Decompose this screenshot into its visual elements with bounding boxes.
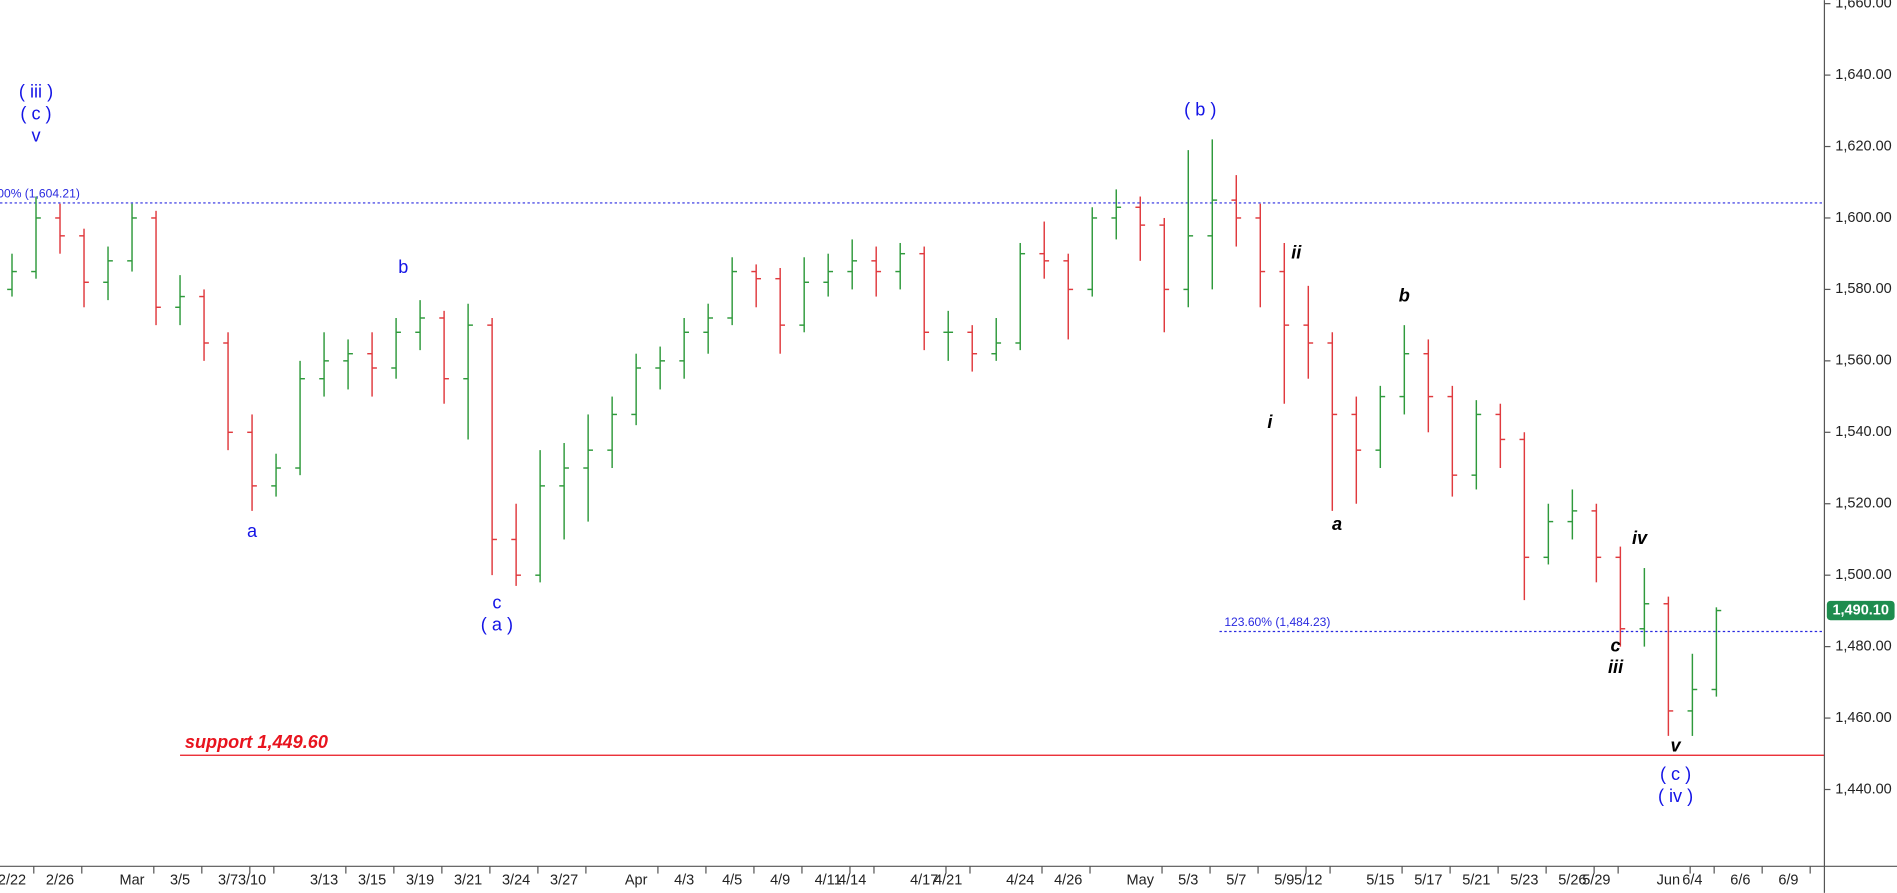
x-tick-label: 4/26 xyxy=(1054,873,1082,889)
support-label: support 1,449.60 xyxy=(185,732,328,752)
wave-label: ( b ) xyxy=(1184,100,1216,120)
y-tick-label: 1,640.00 xyxy=(1835,67,1891,83)
x-tick-label: Apr xyxy=(625,873,648,889)
x-tick-label: 5/15 xyxy=(1366,873,1394,889)
x-tick-label: 6/4 xyxy=(1682,873,1702,889)
y-tick-label: 1,500.00 xyxy=(1835,567,1891,583)
x-tick-label: 5/23 xyxy=(1510,873,1538,889)
y-tick-label: 1,560.00 xyxy=(1835,353,1891,369)
wave-label: a xyxy=(247,521,258,541)
wave-label: v xyxy=(1671,735,1682,755)
x-tick-label: 3/27 xyxy=(550,873,578,889)
x-tick-label: 3/15 xyxy=(358,873,386,889)
y-tick-label: 1,660.00 xyxy=(1835,0,1891,11)
wave-label: v xyxy=(31,125,40,145)
x-tick-label: 3/7 xyxy=(218,873,238,889)
x-tick-label: 3/19 xyxy=(406,873,434,889)
x-tick-label: 2/22 xyxy=(0,873,26,889)
y-tick-label: 1,600.00 xyxy=(1835,210,1891,226)
x-tick-label: 5/9 xyxy=(1274,873,1294,889)
x-tick-label: 4/11 xyxy=(815,873,842,889)
level-label: 100.00% (1,604.21) xyxy=(0,187,80,201)
wave-label: c xyxy=(492,593,501,613)
wave-label: ii xyxy=(1291,242,1302,262)
x-tick-label: Mar xyxy=(120,873,145,889)
y-tick-label: 1,520.00 xyxy=(1835,496,1891,512)
x-tick-label: 3/21 xyxy=(454,873,482,889)
last-price-label: 1,490.10 xyxy=(1832,602,1888,618)
x-tick-label: 5/21 xyxy=(1462,873,1490,889)
y-tick-label: 1,480.00 xyxy=(1835,638,1891,654)
x-tick-label: 3/5 xyxy=(170,873,190,889)
y-tick-label: 1,620.00 xyxy=(1835,138,1891,154)
x-tick-label: May xyxy=(1127,873,1155,889)
y-tick-label: 1,540.00 xyxy=(1835,424,1891,440)
y-tick-label: 1,580.00 xyxy=(1835,281,1891,297)
wave-label: ( a ) xyxy=(481,614,513,634)
wave-label: iv xyxy=(1632,528,1648,548)
level-label: 123.60% (1,484.23) xyxy=(1224,615,1330,629)
x-tick-label: 6/6 xyxy=(1730,873,1750,889)
y-tick-label: 1,460.00 xyxy=(1835,710,1891,726)
x-tick-label: 4/3 xyxy=(674,873,694,889)
wave-label: ( c ) xyxy=(20,104,51,124)
wave-label: c xyxy=(1611,635,1621,655)
wave-label: a xyxy=(1332,514,1342,534)
x-tick-label: 4/21 xyxy=(934,873,962,889)
x-tick-label: 5/12 xyxy=(1294,873,1322,889)
wave-label: ( c ) xyxy=(1660,764,1691,784)
x-tick-label: 4/14 xyxy=(838,873,866,889)
wave-label: b xyxy=(1399,285,1410,305)
x-tick-label: 5/26 xyxy=(1558,873,1586,889)
x-tick-label: 5/7 xyxy=(1226,873,1246,889)
last-price-badge xyxy=(1826,600,1895,621)
x-tick-label: 2/26 xyxy=(46,873,74,889)
wave-label: iii xyxy=(1608,657,1624,677)
x-tick-label: 5/3 xyxy=(1178,873,1198,889)
x-tick-label: 4/5 xyxy=(722,873,742,889)
wave-label: i xyxy=(1267,412,1273,432)
x-tick-label: 5/29 xyxy=(1582,873,1610,889)
x-tick-label: 5/17 xyxy=(1414,873,1442,889)
x-tick-label: 3/24 xyxy=(502,873,530,889)
wave-label: ( iii ) xyxy=(19,82,53,102)
x-tick-label: 6/9 xyxy=(1778,873,1798,889)
x-tick-label: 4/24 xyxy=(1006,873,1034,889)
wave-label: ( iv ) xyxy=(1658,786,1693,806)
x-tick-label: 3/13 xyxy=(310,873,338,889)
x-tick-label: Jun xyxy=(1657,873,1680,889)
wave-label: b xyxy=(398,257,408,277)
x-tick-label: 4/17 xyxy=(910,873,938,889)
x-tick-label: 3/10 xyxy=(238,873,266,889)
y-tick-label: 1,440.00 xyxy=(1835,781,1891,797)
x-tick-label: 4/9 xyxy=(770,873,790,889)
plot-area: 100.00% (1,604.21) 123.60% (1,484.23) supp… xyxy=(0,82,1825,806)
